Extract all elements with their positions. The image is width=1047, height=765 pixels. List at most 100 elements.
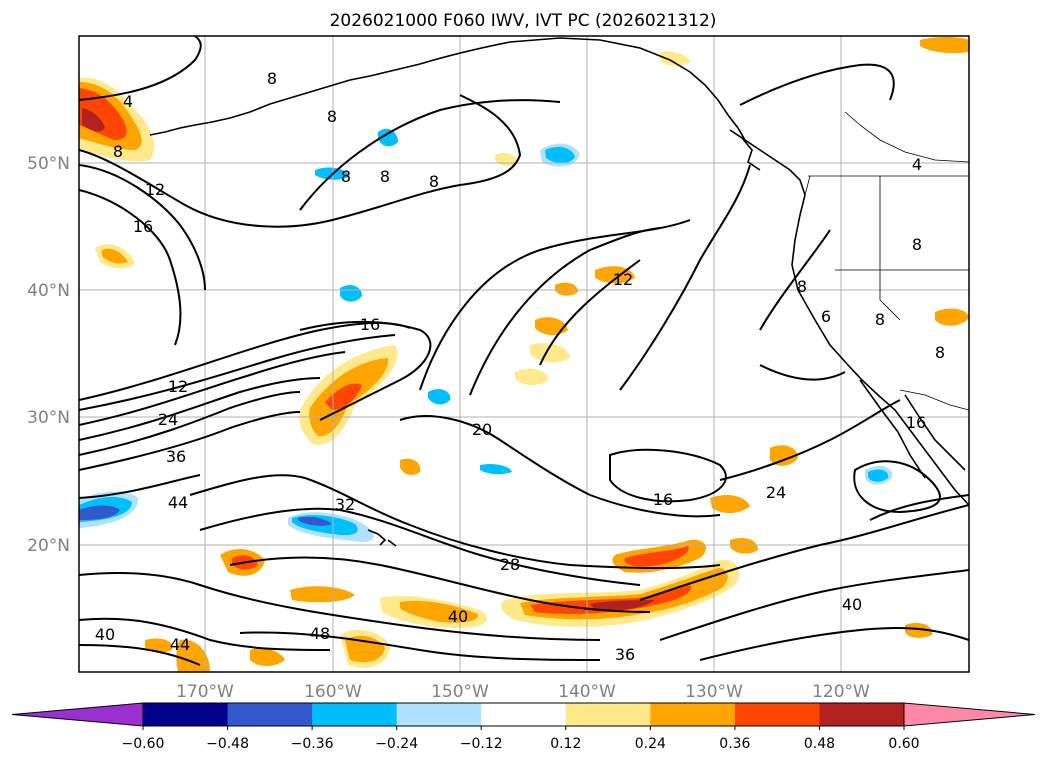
political-borders (804, 111, 969, 411)
contour-20-mid (399, 415, 721, 518)
shade-patch (905, 623, 933, 638)
colorbar-swatch (819, 703, 905, 726)
alaska-canada-border (844, 111, 969, 163)
shade-patch (176, 639, 210, 672)
contour-28b (199, 507, 641, 586)
contour-40b (79, 617, 331, 651)
shade-patch (340, 285, 362, 302)
contour-label: 40 (448, 607, 468, 626)
lat-axis: 50°N 40°N 30°N 20°N (27, 154, 70, 556)
alaska-coast (419, 37, 729, 116)
map-panel: 4 8 8 8 8 8 8 12 16 16 12 24 36 44 32 20… (78, 35, 970, 673)
contour-12-east (539, 259, 641, 366)
colorbar: −0.60 −0.48 −0.36 −0.24 −0.12 0.12 0.24 0.36 0.4… (11, 702, 1036, 752)
contour-label: 8 (912, 235, 922, 254)
contour-label: 8 (380, 167, 390, 186)
contour-44b (79, 644, 201, 666)
colorbar-swatch (227, 703, 313, 726)
contour-32 (189, 474, 721, 570)
contour-4-north (739, 63, 895, 106)
lon-label-140w: 140°W (558, 682, 616, 702)
shade-patch (710, 494, 750, 514)
baja-coast (859, 379, 926, 479)
contour-label: 16 (906, 413, 926, 432)
colorbar-swatch (312, 703, 398, 726)
shade-patch (770, 445, 798, 466)
contour-24-east (719, 399, 901, 481)
contour-label: 8 (327, 107, 337, 126)
lon-label-170w: 170°W (176, 682, 234, 702)
colorbar-swatch (650, 703, 736, 726)
contour-label: 16 (133, 217, 153, 236)
contour-label: 44 (170, 635, 190, 654)
us-mexico-border (899, 389, 969, 411)
lat-label-30n: 30°N (27, 408, 70, 428)
iwv-contours (79, 36, 969, 666)
contour-44 (79, 474, 201, 499)
contour-label: 16 (360, 315, 380, 334)
contour-label: 8 (875, 310, 885, 329)
contour-4-west (79, 36, 202, 101)
colorbar-tick-label: −0.48 (206, 736, 249, 752)
contour-label: 12 (613, 270, 633, 289)
contour-label: 8 (341, 167, 351, 186)
contour-20-east (869, 494, 969, 521)
contour-40-east (659, 569, 969, 641)
contour-label: 44 (168, 493, 188, 512)
contour-label: 32 (335, 495, 355, 514)
shade-patch (515, 368, 548, 386)
map-title: 2026021000 F060 IWV, IVT PC (2026021312) (330, 11, 717, 31)
shade-patch (378, 128, 398, 147)
colorbar-tick-label: −0.12 (460, 736, 503, 752)
colorbar-swatch (734, 703, 820, 726)
map-background (79, 36, 969, 672)
colorbar-tick-label: 0.24 (635, 736, 666, 752)
lon-label-130w: 130°W (685, 682, 743, 702)
shade-patch (79, 505, 120, 520)
shade-patch (555, 282, 578, 296)
shade-patch (82, 108, 105, 132)
contour-label: 48 (310, 624, 330, 643)
contour-12-west (79, 164, 206, 291)
colorbar-tick-label: 0.48 (804, 736, 835, 752)
shade-patch (480, 463, 512, 475)
shade-patch (935, 308, 969, 326)
contour-label: 24 (766, 483, 786, 502)
shade-patch (730, 538, 758, 554)
shade-patch (545, 146, 575, 164)
contour-label: 12 (145, 180, 165, 199)
contour-label: 4 (912, 155, 922, 174)
colorbar-tick-label: 0.12 (550, 736, 581, 752)
contour-label: 36 (615, 645, 635, 664)
contour-36 (79, 411, 301, 471)
contour-label: 8 (113, 142, 123, 161)
lon-label-150w: 150°W (431, 682, 489, 702)
contour-16-loop (299, 320, 432, 421)
contour-24-north (469, 227, 661, 396)
colorbar-tick-label: −0.60 (122, 736, 165, 752)
colorbar-frame (142, 702, 905, 727)
contour-label: 28 (500, 555, 520, 574)
lat-label-20n: 20°N (27, 536, 70, 556)
contour-40 (79, 572, 601, 641)
bc-coast (727, 114, 806, 196)
contour-label: 24 (158, 410, 178, 429)
contour-label: 8 (267, 69, 277, 88)
us-west-coast (791, 194, 969, 506)
contour-label: 12 (168, 377, 188, 396)
contour-16-baja (853, 460, 941, 514)
contour-8 (79, 94, 522, 228)
contour-12-mid (79, 334, 396, 411)
coastlines (149, 37, 969, 547)
colorbar-swatch (396, 703, 482, 726)
contour-label: 8 (797, 277, 807, 296)
border-segment (804, 175, 811, 196)
shade-patch (400, 600, 479, 623)
colorbar-extend-min (11, 702, 144, 727)
colorbar-swatch (565, 703, 651, 726)
state-border (879, 176, 901, 321)
contour-8-north (299, 99, 561, 211)
contour-8-coast (759, 364, 846, 381)
contour-16-south (609, 448, 727, 503)
shade-patch (400, 458, 421, 475)
